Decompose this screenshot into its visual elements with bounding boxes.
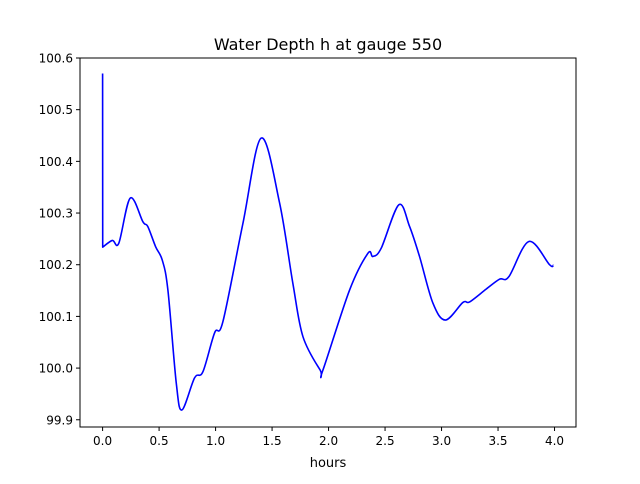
- series-line-h: [101, 73, 555, 411]
- x-tick-label: 2.5: [376, 434, 395, 448]
- x-tick-label: 0.0: [93, 434, 112, 448]
- y-tick-label: 100.0: [39, 362, 73, 376]
- y-axis: 99.9 100.0 100.1 100.2 100.3 100.4 100.5 100.6: [39, 52, 80, 427]
- y-tick-label: 100.4: [39, 155, 73, 169]
- plot-area: [101, 73, 555, 411]
- y-tick-label: 100.3: [39, 207, 73, 221]
- chart-title: Water Depth h at gauge 550: [214, 35, 442, 54]
- y-tick-label: 100.5: [39, 103, 73, 117]
- x-axis-label: hours: [310, 456, 347, 471]
- x-tick-label: 1.0: [206, 434, 225, 448]
- x-tick-label: 0.5: [150, 434, 169, 448]
- y-tick-label: 100.6: [39, 52, 73, 66]
- axes-frame: [79, 57, 577, 428]
- y-tick-label: 100.2: [39, 258, 73, 272]
- x-tick-label: 3.5: [488, 434, 507, 448]
- x-axis: 0.0 0.5 1.0 1.5 2.0 2.5 3.0 3.5 4.0: [93, 427, 564, 448]
- x-tick-label: 3.0: [432, 434, 451, 448]
- x-tick-label: 2.0: [319, 434, 338, 448]
- x-tick-label: 1.5: [263, 434, 282, 448]
- x-tick-label: 4.0: [545, 434, 564, 448]
- y-tick-label: 99.9: [46, 413, 73, 427]
- y-tick-label: 100.1: [39, 310, 73, 324]
